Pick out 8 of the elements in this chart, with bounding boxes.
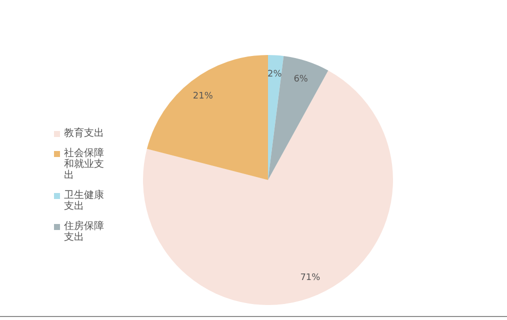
legend-label: 住房保障支出: [64, 221, 105, 243]
legend-label: 教育支出: [64, 128, 105, 139]
data-label: 21%: [192, 91, 214, 102]
legend-label: 社会保障和就业支出: [64, 148, 105, 181]
data-label: 71%: [300, 272, 321, 283]
data-label: 6%: [294, 74, 308, 84]
legend-label: 卫生健康支出: [64, 190, 105, 212]
data-label: 2%: [268, 69, 282, 80]
